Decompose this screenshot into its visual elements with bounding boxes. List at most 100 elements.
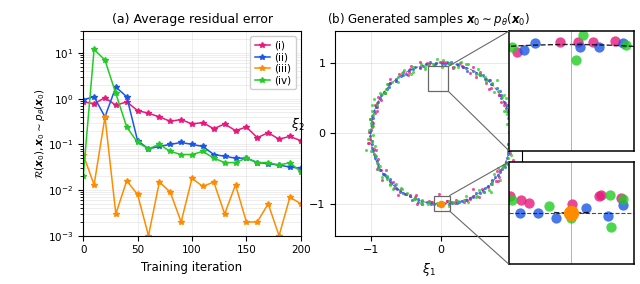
(iii) <box>79 153 87 156</box>
Point <box>497 166 508 170</box>
Point <box>371 103 381 108</box>
Point <box>506 126 516 131</box>
(iv) <box>253 161 261 164</box>
Point <box>524 201 534 205</box>
Point <box>605 193 615 197</box>
Point <box>453 64 463 69</box>
Point <box>496 100 506 104</box>
Point <box>380 90 390 95</box>
Point <box>383 82 393 87</box>
Point <box>493 165 503 170</box>
(ii) <box>253 161 261 164</box>
Point <box>376 168 386 172</box>
(iii) <box>156 180 163 184</box>
(iv) <box>199 150 207 153</box>
Point <box>429 63 439 67</box>
Point <box>367 123 377 128</box>
Point <box>461 198 471 202</box>
(iii) <box>134 193 141 196</box>
Point <box>504 115 515 120</box>
Point <box>458 65 468 69</box>
Point <box>409 197 419 201</box>
(iv) <box>232 161 239 164</box>
Point <box>418 64 428 68</box>
Point <box>372 100 383 105</box>
(ii) <box>297 166 305 170</box>
Point <box>370 103 380 107</box>
Point <box>474 188 484 192</box>
Point <box>480 75 490 79</box>
(iii) <box>275 234 283 237</box>
Point <box>365 116 375 121</box>
Point <box>506 136 516 141</box>
Line: (iii): (iii) <box>81 114 303 239</box>
Point <box>405 193 415 197</box>
Bar <box>428 66 448 91</box>
Point <box>395 188 405 193</box>
Point <box>500 108 511 113</box>
Point <box>508 45 518 50</box>
Title: (a) Average residual error: (a) Average residual error <box>111 13 273 26</box>
(i) <box>123 100 131 104</box>
Point <box>368 113 378 117</box>
(i) <box>134 109 141 112</box>
Point <box>508 133 518 137</box>
Point <box>618 196 628 201</box>
(iii) <box>264 202 272 206</box>
Point <box>448 65 458 69</box>
Point <box>478 72 488 77</box>
Point <box>398 70 408 75</box>
Point <box>442 199 452 203</box>
Point <box>475 70 485 74</box>
Point <box>456 60 467 65</box>
(i) <box>264 131 272 134</box>
Point <box>410 64 420 69</box>
Point <box>515 210 525 215</box>
Point <box>372 101 383 106</box>
Point <box>424 62 434 66</box>
(i) <box>101 96 109 99</box>
Point <box>449 65 460 69</box>
Point <box>412 202 422 206</box>
(i) <box>79 100 87 104</box>
Point <box>388 186 398 191</box>
Point <box>501 106 511 110</box>
Point <box>492 78 502 83</box>
(iv) <box>221 161 228 164</box>
Point <box>436 202 446 207</box>
Point <box>448 65 458 70</box>
Point <box>444 202 454 207</box>
Point <box>503 147 513 151</box>
Point <box>369 109 380 114</box>
Point <box>426 202 436 206</box>
Point <box>444 199 454 203</box>
Point <box>486 189 496 194</box>
Point <box>431 60 442 65</box>
(ii) <box>112 85 120 89</box>
Point <box>500 160 511 164</box>
(ii) <box>101 115 109 119</box>
Point <box>425 60 435 64</box>
Point <box>506 120 516 124</box>
Point <box>415 65 425 69</box>
Point <box>385 76 396 81</box>
(ii) <box>264 162 272 165</box>
Point <box>377 178 387 183</box>
Point <box>507 198 517 202</box>
Point <box>367 141 377 146</box>
Point <box>382 174 392 178</box>
Point <box>380 90 390 95</box>
Point <box>588 40 598 44</box>
(iv) <box>210 156 218 160</box>
(iv) <box>112 92 120 95</box>
Point <box>487 178 497 183</box>
(iv) <box>177 153 185 156</box>
Point <box>395 190 405 194</box>
Point <box>499 109 509 114</box>
Point <box>415 62 426 67</box>
Line: (ii): (ii) <box>81 84 303 171</box>
Point <box>480 186 490 190</box>
Point <box>502 109 513 114</box>
Point <box>506 130 516 134</box>
Point <box>503 150 513 154</box>
